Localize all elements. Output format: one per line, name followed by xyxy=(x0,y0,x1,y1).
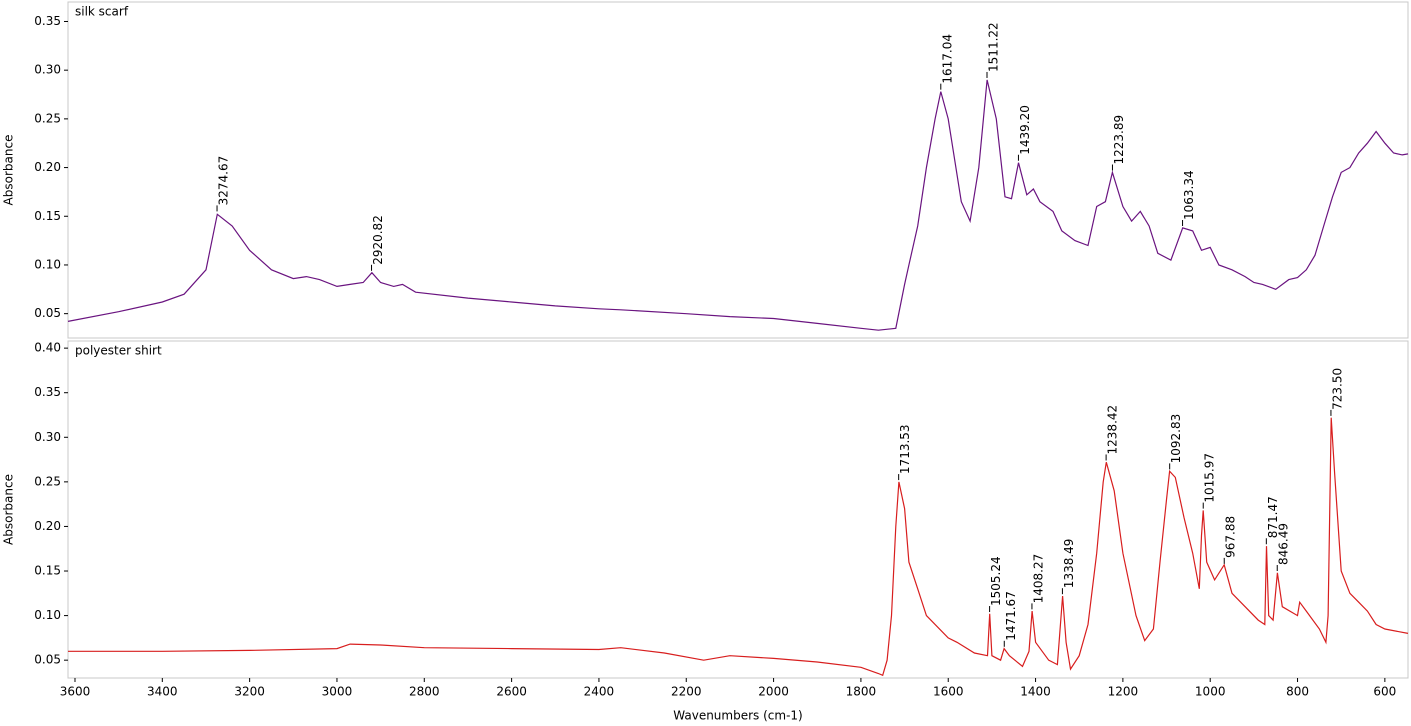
y-axis-label: Absorbance xyxy=(2,135,16,206)
peak-label: 1238.42 xyxy=(1106,405,1120,455)
peak-label: 2920.82 xyxy=(371,215,385,265)
plot-frame xyxy=(67,1,1409,339)
peak-label: 1092.83 xyxy=(1169,414,1183,464)
panel-title: polyester shirt xyxy=(75,344,162,358)
y-tick-label: 0.20 xyxy=(34,160,61,174)
x-tick-label: 1800 xyxy=(846,685,877,699)
x-tick-label: 1600 xyxy=(933,685,964,699)
y-axis-label: Absorbance xyxy=(2,474,16,545)
y-tick-label: 0.40 xyxy=(34,341,61,355)
x-tick-label: 3400 xyxy=(147,685,178,699)
peak-label: 1063.34 xyxy=(1182,170,1196,220)
peak-label: 1713.53 xyxy=(898,424,912,474)
y-tick-label: 0.20 xyxy=(34,519,61,533)
peak-label: 1015.97 xyxy=(1203,453,1217,503)
x-tick-label: 3000 xyxy=(322,685,353,699)
x-tick-label: 3200 xyxy=(234,685,265,699)
peak-label: 1223.89 xyxy=(1112,115,1126,165)
x-tick-label: 2200 xyxy=(671,685,702,699)
panel-title: silk scarf xyxy=(75,5,129,19)
peak-label: 1505.24 xyxy=(989,556,1003,606)
y-tick-label: 0.30 xyxy=(34,430,61,444)
y-tick-label: 0.10 xyxy=(34,608,61,622)
peak-label: 1471.67 xyxy=(1004,591,1018,641)
x-tick-label: 2600 xyxy=(496,685,527,699)
peak-label: 846.49 xyxy=(1277,523,1291,565)
y-tick-label: 0.05 xyxy=(34,306,61,320)
spectrum-line xyxy=(68,417,1409,677)
x-axis-label: Wavenumbers (cm-1) xyxy=(673,709,802,723)
peak-label: 967.88 xyxy=(1224,516,1238,558)
x-tick-label: 1400 xyxy=(1020,685,1051,699)
plot-frame xyxy=(67,340,1409,679)
y-tick-label: 0.10 xyxy=(34,257,61,271)
y-tick-label: 0.05 xyxy=(34,653,61,667)
x-tick-label: 2000 xyxy=(758,685,789,699)
peak-label: 3274.67 xyxy=(217,156,231,206)
x-tick-label: 1200 xyxy=(1108,685,1139,699)
peak-label: 1338.49 xyxy=(1062,539,1076,589)
y-tick-label: 0.35 xyxy=(34,14,61,28)
peak-label: 1408.27 xyxy=(1031,554,1045,604)
peak-label: 1511.22 xyxy=(986,22,1000,72)
peak-label: 1617.04 xyxy=(940,34,954,84)
x-tick-label: 600 xyxy=(1373,685,1396,699)
y-tick-label: 0.25 xyxy=(34,111,61,125)
peak-label: 1439.20 xyxy=(1018,105,1032,155)
y-tick-label: 0.25 xyxy=(34,474,61,488)
x-tick-label: 3600 xyxy=(60,685,91,699)
y-tick-label: 0.15 xyxy=(34,209,61,223)
y-tick-label: 0.35 xyxy=(34,385,61,399)
x-tick-label: 2800 xyxy=(409,685,440,699)
spectrum-line xyxy=(67,79,1409,331)
y-tick-label: 0.30 xyxy=(34,63,61,77)
x-tick-label: 1000 xyxy=(1195,685,1226,699)
x-tick-label: 2400 xyxy=(584,685,615,699)
peak-label: 723.50 xyxy=(1330,368,1344,410)
peak-label: 871.47 xyxy=(1266,496,1280,538)
y-tick-label: 0.15 xyxy=(34,564,61,578)
x-tick-label: 800 xyxy=(1286,685,1309,699)
